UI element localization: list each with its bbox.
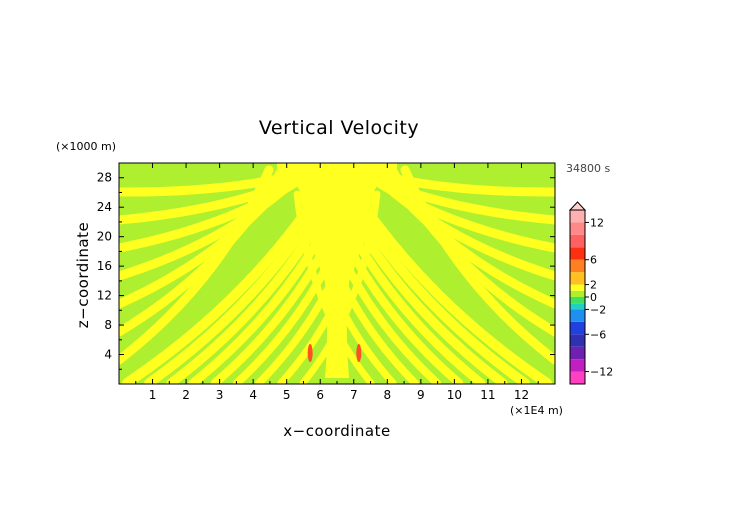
colorbar-tick-label: 0	[590, 291, 597, 304]
x-tick-label: 4	[249, 388, 257, 402]
x-tick-label: 5	[283, 388, 291, 402]
colorbar-tick-label: −6	[590, 328, 606, 341]
colorbar-segment	[570, 309, 585, 322]
top-band	[277, 163, 397, 185]
x-tick-label: 1	[149, 388, 157, 402]
colorbar-tick-label: 6	[590, 254, 597, 267]
colorbar-segment	[570, 272, 585, 285]
positive-bands	[119, 163, 555, 384]
colorbar-segment	[570, 284, 585, 291]
colorbar-segment	[570, 259, 585, 273]
y-tick-label: 12	[97, 289, 112, 303]
y-axis-ticks: 4 8 12 16 20 24 28	[97, 171, 555, 370]
positive-band	[293, 190, 375, 384]
heatmap-field	[119, 163, 555, 384]
x-tick-label: 2	[182, 388, 190, 402]
colorbar-segment	[570, 247, 585, 260]
colorbar-tick-label: −12	[590, 366, 613, 379]
colorbar-tick-label: −2	[590, 303, 606, 316]
x-unit-label: (×1E4 m)	[510, 404, 563, 417]
colorbar-segment	[570, 222, 585, 235]
colorbar-segment	[570, 359, 585, 372]
y-unit-label: (×1000 m)	[56, 140, 116, 153]
y-tick-label: 24	[97, 200, 112, 214]
colorbar-segment	[570, 371, 585, 384]
time-label: 34800 s	[566, 162, 610, 175]
colorbar-extend-arrow	[568, 201, 587, 211]
x-axis-label: x−coordinate	[283, 422, 390, 440]
colorbar-segment	[570, 334, 585, 347]
x-tick-label: 3	[216, 388, 224, 402]
y-axis-label: z−coordinate	[74, 222, 92, 328]
y-tick-label: 16	[97, 259, 112, 273]
central-band	[282, 163, 392, 378]
colorbar-segment	[570, 303, 585, 310]
x-axis-ticks: 1 2 3 4 5 6 7 8 9 10 11 12	[135, 163, 539, 402]
x-tick-label: 11	[480, 388, 495, 402]
colorbar-tick-label: 2	[590, 279, 597, 292]
x-tick-label: 6	[316, 388, 324, 402]
x-tick-label: 7	[350, 388, 358, 402]
peak-region	[356, 344, 362, 363]
y-tick-label: 20	[97, 230, 112, 244]
y-tick-label: 4	[104, 348, 112, 362]
y-tick-label: 8	[104, 318, 112, 332]
chart-title: Vertical Velocity	[259, 117, 419, 139]
colorbar: 12 6 20−2 −6 −12	[568, 201, 613, 385]
colorbar-segment	[570, 210, 585, 223]
peak-region	[307, 344, 313, 363]
positive-band	[299, 190, 381, 384]
colorbar-tick-label: 12	[590, 216, 604, 229]
colorbar-segment	[570, 321, 585, 335]
x-tick-label: 8	[383, 388, 391, 402]
x-tick-label: 10	[447, 388, 462, 402]
colorbar-segment	[570, 297, 585, 304]
colorbar-segment	[570, 346, 585, 360]
x-tick-label: 9	[417, 388, 425, 402]
peak-regions	[307, 344, 362, 363]
colorbar-segment	[570, 234, 585, 248]
x-tick-label: 12	[514, 388, 529, 402]
y-tick-label: 28	[97, 171, 112, 185]
colorbar-segment	[570, 290, 585, 297]
